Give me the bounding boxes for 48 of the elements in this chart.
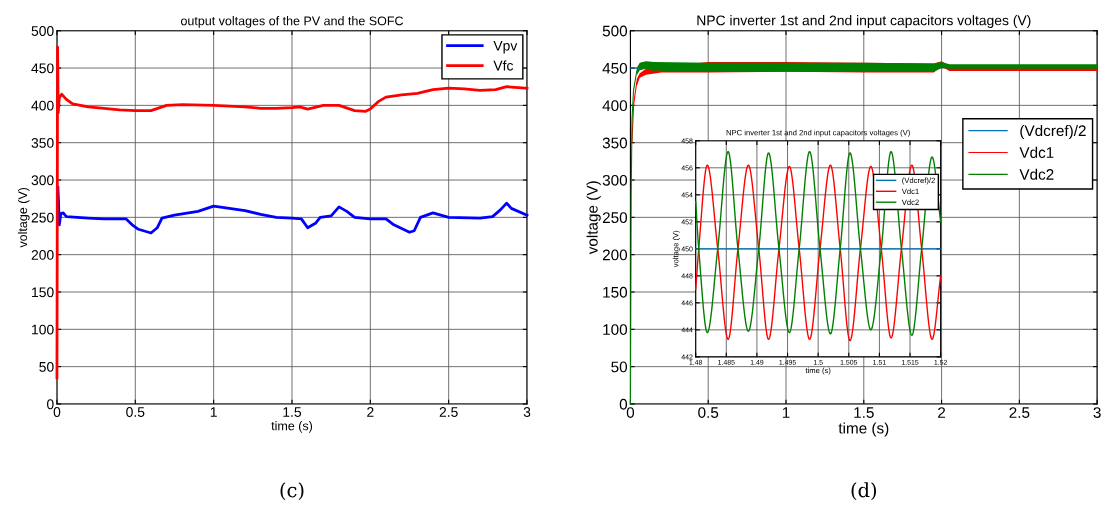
legend-label: Vpv [493, 40, 518, 54]
text: (c) [280, 482, 304, 501]
y-tick-label: 200 [31, 250, 54, 260]
y-tick-label: 400 [602, 100, 628, 112]
x-tick-label: 0 [53, 407, 61, 417]
y-tick-label: 150 [603, 286, 628, 298]
y-tick-label: 50 [611, 361, 628, 373]
x-tick-label: 0 [626, 407, 635, 418]
x-tick-label: 0.5 [698, 407, 719, 418]
y-tick-label: 350 [602, 137, 628, 149]
y-tick-label: 450 [31, 63, 54, 74]
x-tick-label: 2.5 [1009, 407, 1030, 418]
y-tick-label: 250 [31, 212, 54, 223]
x-tick-label: 1.5 [854, 407, 874, 418]
y-tick-label: 300 [31, 175, 54, 186]
legend-label: (Vdcref)/2 [1020, 124, 1086, 140]
x-tick-label: 3 [1093, 407, 1101, 418]
x-axis-title: time (s) [271, 421, 313, 433]
y-tick-label: 450 [602, 62, 628, 74]
y-tick-label: 200 [602, 249, 628, 261]
y-tick-label: 100 [603, 324, 628, 335]
y-tick-label: 400 [31, 100, 54, 111]
y-tick-label: 0 [47, 399, 54, 410]
x-tick-label: 1.5 [283, 407, 302, 417]
x-tick-label: 1 [782, 407, 790, 418]
x-tick-label: 3 [523, 407, 531, 417]
text: (d) [851, 482, 877, 501]
y-tick-label: 150 [32, 287, 54, 298]
legend-label: Vdc1 [1019, 146, 1054, 158]
legend-label: Vdc2 [1019, 168, 1054, 180]
y-tick-label: 50 [39, 361, 54, 372]
y-tick-label: 350 [31, 138, 54, 148]
y-tick-label: 250 [602, 212, 628, 224]
y-axis-title: voltage (V) [17, 187, 30, 248]
y-tick-label: 500 [31, 26, 54, 36]
legend-label: Vfc [493, 60, 514, 71]
x-axis-title: time (s) [838, 422, 889, 437]
y-axis-title: voltage (V) [586, 181, 601, 255]
chart-title: output voltages of the PV and the SOFC [180, 16, 404, 28]
chart-title: NPC inverter 1st and 2nd input capacitors voltages (V) [697, 15, 1031, 29]
x-tick-label: 1 [210, 407, 217, 417]
x-tick-label: 2 [367, 407, 374, 417]
x-tick-label: 2 [938, 407, 946, 418]
y-tick-label: 300 [602, 174, 628, 186]
y-tick-label: 500 [602, 25, 628, 37]
x-tick-label: 2.5 [439, 407, 458, 417]
x-tick-label: 0.5 [126, 407, 145, 417]
y-tick-label: 100 [32, 324, 54, 335]
